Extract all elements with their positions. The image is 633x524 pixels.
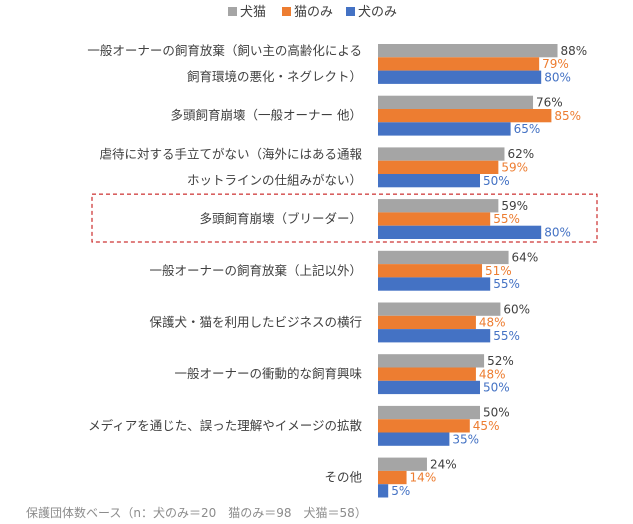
- bar: [378, 354, 485, 368]
- bar: [378, 225, 542, 239]
- data-label: 76%: [536, 96, 563, 110]
- bar: [378, 419, 470, 433]
- legend-swatch-1: [282, 7, 291, 16]
- data-label: 85%: [554, 109, 581, 123]
- bar: [378, 264, 483, 278]
- highlight-rect: [91, 193, 598, 243]
- data-label: 50%: [483, 381, 510, 395]
- category-label: 多頭飼育崩壊（ブリーダー）: [199, 211, 362, 226]
- bar: [378, 380, 480, 395]
- data-label: 48%: [479, 316, 506, 330]
- bar: [378, 95, 534, 109]
- data-label: 59%: [501, 199, 528, 213]
- category-label: 飼育環境の悪化・ネグレクト）: [187, 69, 362, 84]
- data-label: 65%: [514, 122, 541, 136]
- data-label: 35%: [452, 432, 479, 446]
- category-label: 多頭飼育崩壊（一般オーナー 他）: [171, 108, 362, 123]
- data-label: 79%: [542, 57, 569, 71]
- bar: [378, 212, 491, 226]
- bar: [378, 57, 540, 71]
- data-label: 14%: [410, 471, 437, 485]
- bar: [378, 315, 476, 330]
- legend-label-0: 犬猫: [240, 5, 266, 20]
- data-label: 55%: [493, 212, 520, 226]
- bar: [378, 122, 511, 136]
- bar: [378, 44, 558, 58]
- data-label: 80%: [544, 226, 571, 240]
- data-label: 80%: [544, 70, 571, 84]
- data-label: 62%: [507, 147, 534, 161]
- data-label: 64%: [512, 251, 539, 265]
- bar: [378, 484, 389, 498]
- data-label: 59%: [501, 161, 528, 175]
- data-label: 50%: [483, 174, 510, 188]
- bar: [378, 147, 505, 161]
- bar: [378, 470, 407, 485]
- data-label: 5%: [391, 484, 410, 498]
- bar: [378, 277, 491, 291]
- category-label: 一般オーナーの飼育放棄（飼い主の高齢化による: [87, 43, 362, 58]
- chart-legend: 犬猫 猫のみ 犬のみ: [228, 5, 397, 20]
- bar: [378, 250, 509, 265]
- legend-swatch-0: [228, 7, 237, 16]
- data-label: 24%: [430, 457, 457, 471]
- bar: [378, 329, 491, 343]
- category-label: ホットラインの仕組みがない）: [187, 172, 362, 187]
- category-label: 一般オーナーの衝動的な飼育興味: [174, 366, 362, 381]
- data-label: 50%: [483, 406, 510, 420]
- bar: [378, 109, 552, 123]
- category-label: その他: [324, 470, 362, 485]
- data-label: 45%: [473, 419, 500, 433]
- bar: [378, 457, 427, 471]
- bar: [378, 302, 501, 316]
- legend-label-1: 猫のみ: [294, 5, 333, 20]
- bar: [378, 432, 450, 446]
- bar-group: 88%79%80%76%85%65%62%59%50%59%55%80%64%5…: [378, 44, 587, 498]
- bar: [378, 174, 480, 188]
- data-label: 51%: [485, 264, 512, 278]
- highlight-box: [91, 193, 598, 243]
- data-label: 55%: [493, 277, 520, 291]
- data-label: 60%: [503, 302, 530, 316]
- data-label: 52%: [487, 354, 514, 368]
- footnote: 保護団体数ベース（n：犬のみ＝20 猫のみ＝98 犬猫＝58）: [26, 505, 367, 520]
- data-label: 88%: [561, 44, 588, 58]
- category-label: 一般オーナーの飼育放棄（上記以外）: [149, 263, 362, 278]
- data-label: 55%: [493, 329, 520, 343]
- legend-swatch-2: [346, 7, 355, 16]
- legend-label-2: 犬のみ: [358, 5, 397, 20]
- category-label: 虐待に対する手立てがない（海外にはある通報: [99, 146, 362, 161]
- bar: [378, 70, 542, 84]
- bar: [378, 367, 476, 381]
- data-label: 48%: [479, 367, 506, 381]
- category-label: 保護犬・猫を利用したビジネスの横行: [149, 314, 362, 329]
- bar: [378, 405, 480, 420]
- bar: [378, 199, 499, 213]
- bar: [378, 160, 499, 174]
- category-label: メディアを通じた、誤った理解やイメージの拡散: [88, 418, 362, 433]
